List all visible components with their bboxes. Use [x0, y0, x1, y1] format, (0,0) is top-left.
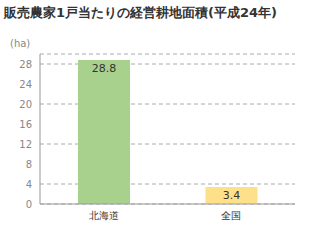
svg-text:16: 16: [19, 119, 32, 130]
svg-text:12: 12: [19, 139, 32, 150]
svg-text:28: 28: [19, 59, 32, 70]
svg-text:3.4: 3.4: [223, 189, 241, 202]
html-text:(ha): (ha): [10, 38, 31, 49]
svg-text:0: 0: [26, 199, 32, 210]
svg-text:20: 20: [19, 99, 32, 110]
svg-text:北海道: 北海道: [89, 210, 119, 221]
svg-text:8: 8: [26, 159, 32, 170]
svg-text:4: 4: [26, 179, 32, 190]
html-text:販売農家1戸当たりの経営耕地面積(平成24年): 販売農家1戸当たりの経営耕地面積(平成24年): [4, 5, 277, 20]
svg-text:28.8: 28.8: [92, 62, 117, 75]
svg-text:全国: 全国: [221, 210, 241, 221]
svg-text:24: 24: [19, 79, 32, 90]
